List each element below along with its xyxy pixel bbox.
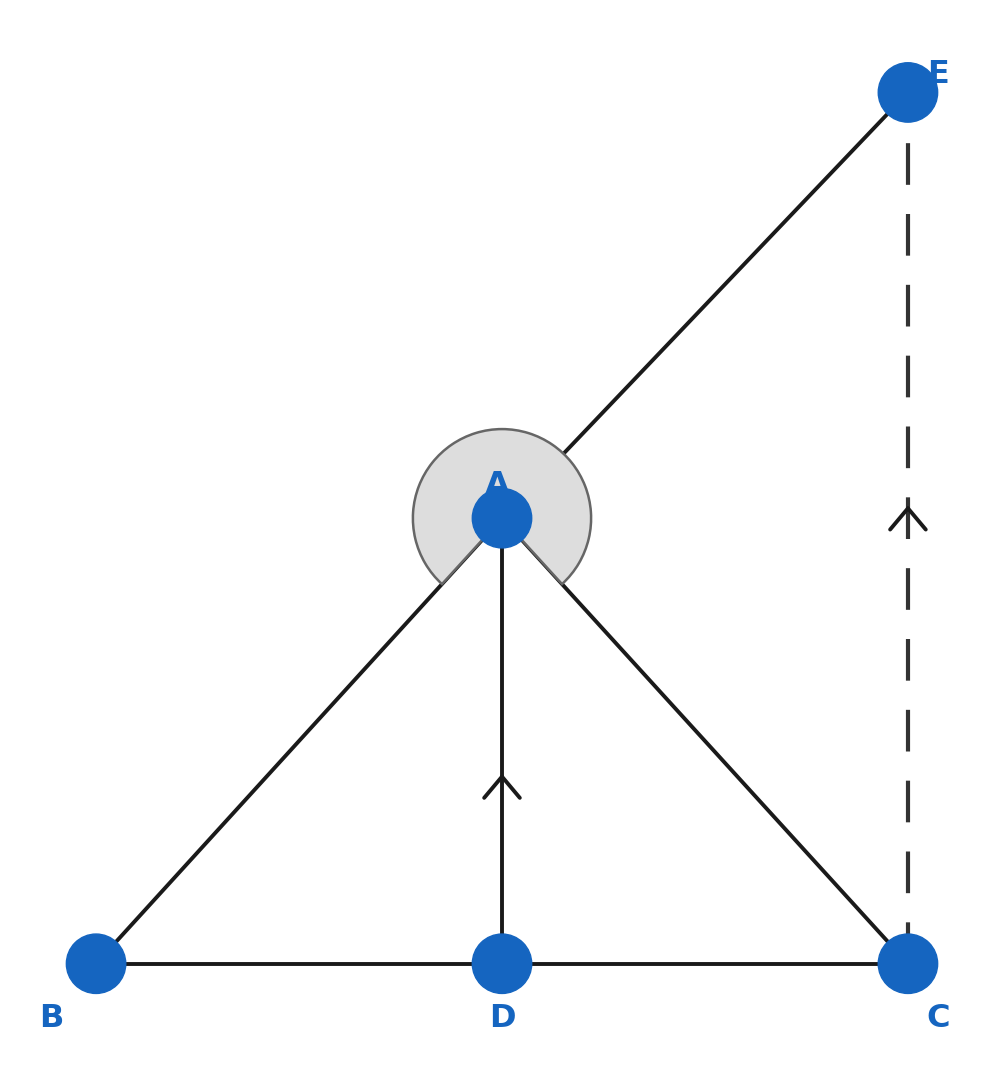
Text: E: E — [926, 59, 948, 90]
Text: C: C — [925, 1003, 949, 1034]
Circle shape — [878, 934, 937, 993]
Circle shape — [471, 489, 532, 548]
Circle shape — [66, 934, 125, 993]
Text: B: B — [39, 1003, 63, 1034]
Circle shape — [878, 62, 937, 123]
Circle shape — [471, 934, 532, 993]
Wedge shape — [412, 429, 591, 584]
Text: A: A — [484, 470, 509, 501]
Text: D: D — [488, 1003, 515, 1034]
